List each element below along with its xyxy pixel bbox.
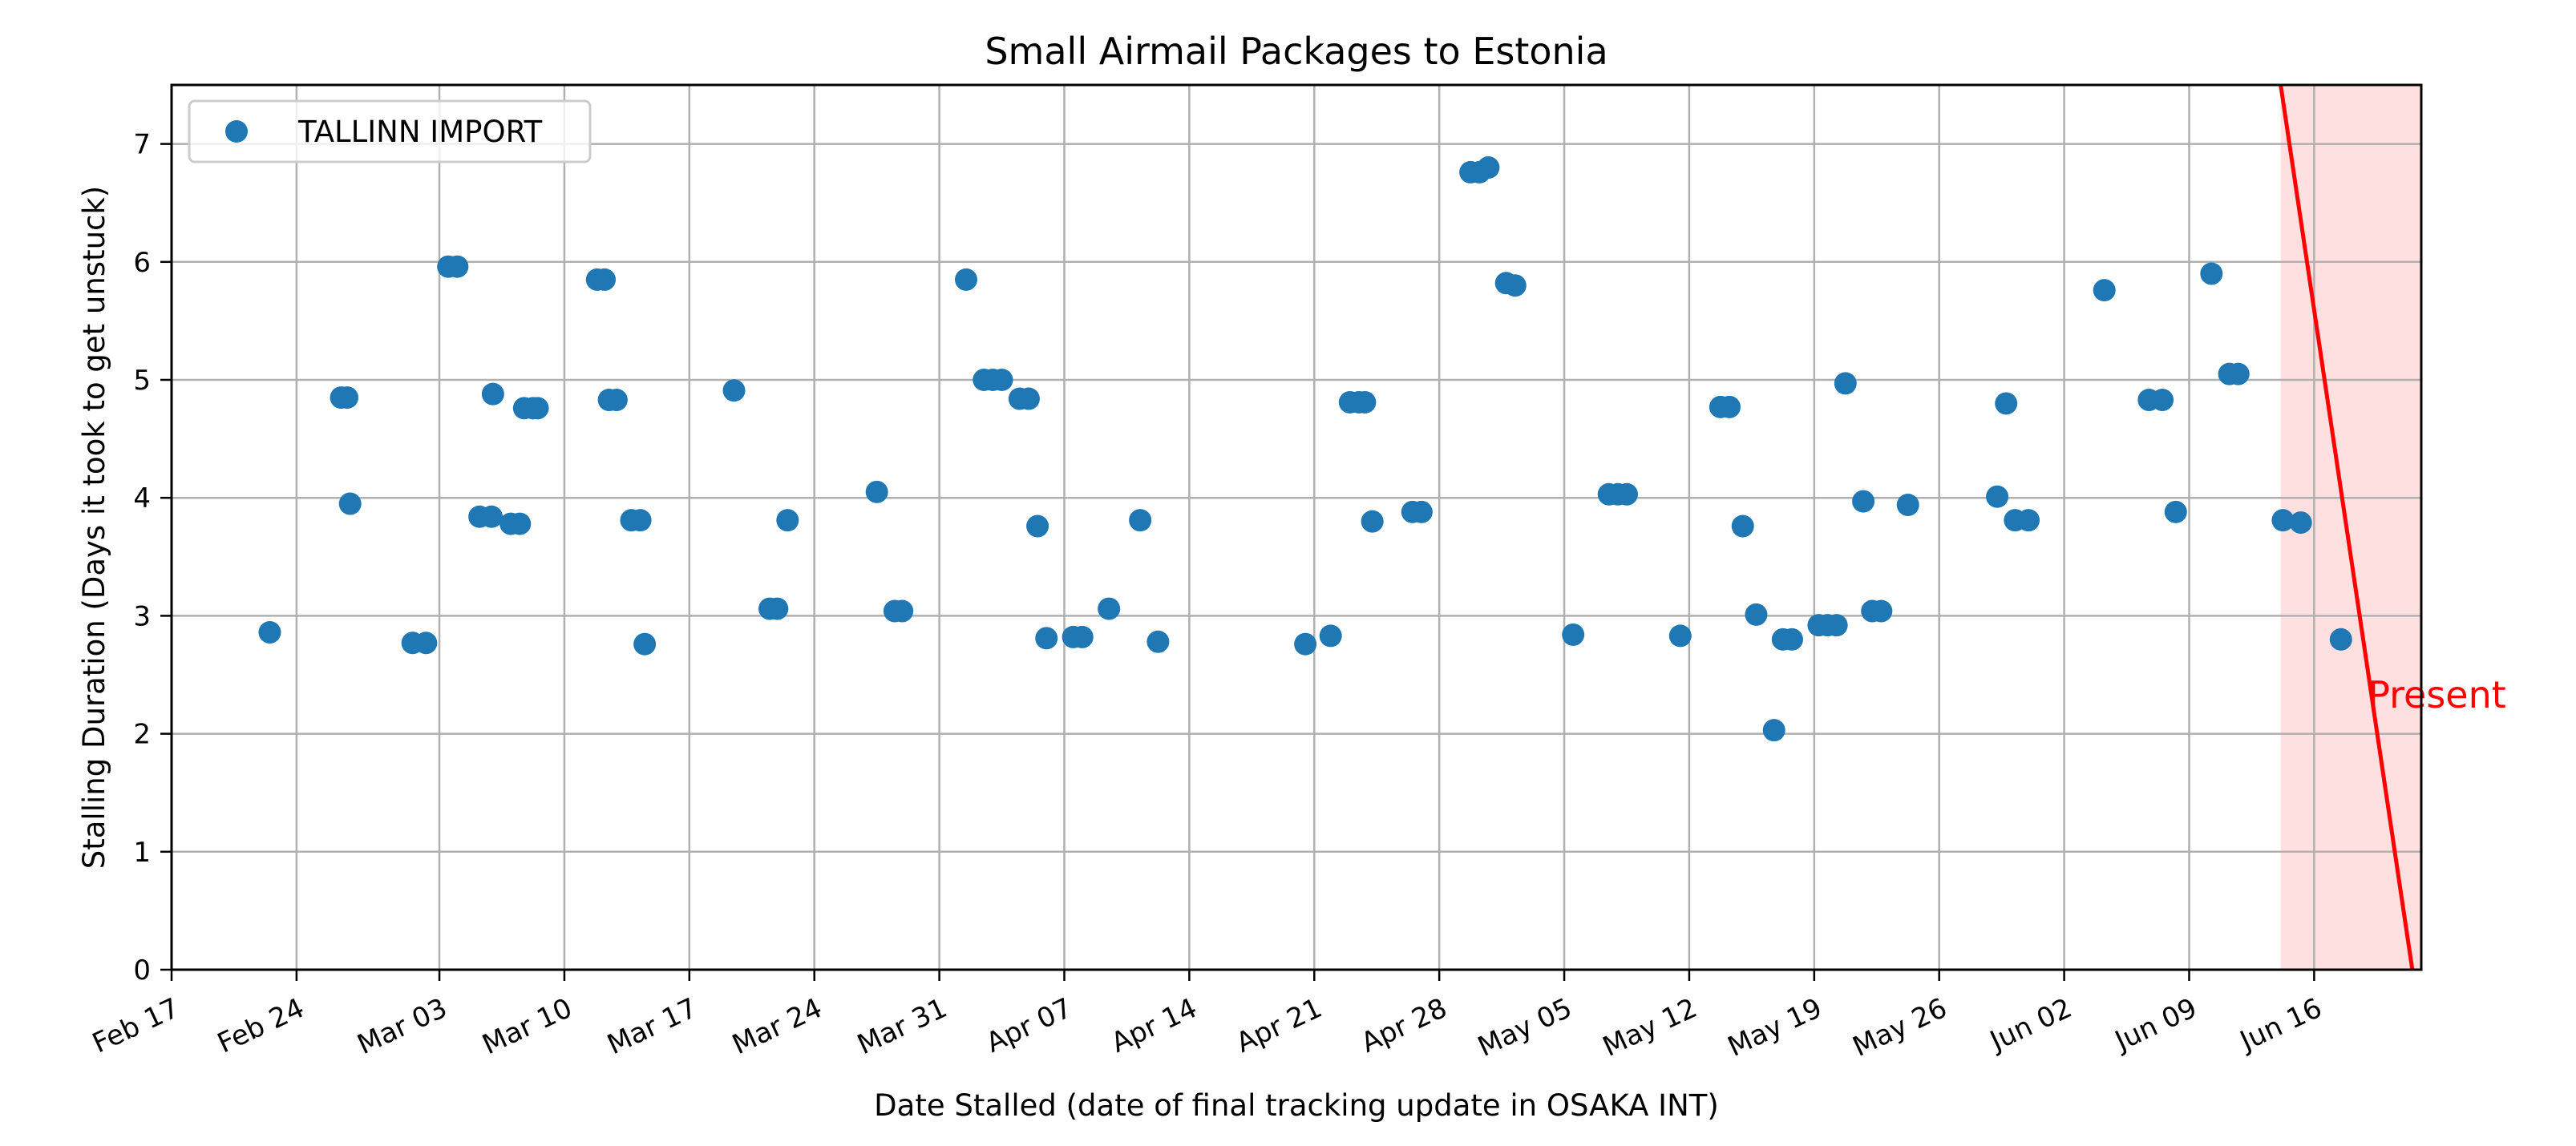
- data-point: [776, 509, 799, 532]
- data-point: [990, 369, 1013, 391]
- data-point: [865, 480, 888, 503]
- y-tick-label: 5: [133, 365, 151, 397]
- y-axis-ticks: 0 1 2 3 4 5 6 7: [133, 129, 172, 987]
- data-point: [2289, 511, 2312, 535]
- data-point: [1070, 625, 1094, 648]
- data-point: [1409, 500, 1433, 523]
- data-point: [766, 597, 789, 620]
- data-point: [2271, 509, 2295, 532]
- data-point: [1146, 630, 1170, 653]
- data-point: [481, 382, 504, 406]
- legend-marker: [225, 120, 248, 143]
- y-tick-label: 1: [133, 837, 151, 869]
- legend: TALLINN IMPORT: [188, 99, 592, 163]
- legend-label: TALLINN IMPORT: [297, 115, 543, 149]
- data-point: [1718, 395, 1741, 418]
- y-tick-label: 2: [133, 719, 151, 751]
- data-point: [1995, 392, 2018, 415]
- y-tick-label: 0: [133, 954, 151, 987]
- legend-frame: [188, 99, 592, 163]
- data-point: [480, 505, 503, 528]
- data-point: [1731, 514, 1754, 538]
- data-point: [593, 268, 617, 291]
- data-point: [605, 389, 628, 412]
- data-point: [2093, 279, 2116, 302]
- data-point: [2226, 362, 2250, 385]
- data-point: [1986, 485, 2009, 508]
- data-point: [2164, 500, 2187, 523]
- data-point: [1562, 623, 1585, 646]
- data-point: [446, 255, 469, 278]
- data-point: [1745, 603, 1768, 626]
- data-point: [2200, 262, 2223, 285]
- data-point: [2329, 627, 2352, 651]
- data-point: [338, 492, 362, 515]
- data-point: [1294, 632, 1317, 656]
- data-point: [1780, 627, 1803, 651]
- data-point: [891, 599, 914, 623]
- plot-frame: [170, 83, 2423, 971]
- data-point: [633, 632, 657, 656]
- present-label: Present: [2368, 673, 2506, 716]
- data-point: [1896, 494, 1919, 517]
- y-tick-label: 4: [133, 482, 151, 514]
- data-point: [335, 386, 358, 410]
- data-point: [1762, 719, 1785, 742]
- data-point: [2017, 509, 2040, 532]
- data-point: [1615, 482, 1638, 506]
- data-points: [258, 156, 2352, 742]
- y-tick-label: 6: [133, 247, 151, 279]
- data-point: [258, 621, 281, 644]
- chart-title: Small Airmail Packages to Estonia: [985, 30, 1607, 73]
- data-point: [1503, 274, 1527, 297]
- y-tick-label: 3: [133, 600, 151, 632]
- data-point: [1668, 624, 1692, 648]
- data-point: [1098, 597, 1121, 620]
- data-point: [1035, 627, 1058, 650]
- data-point: [1361, 510, 1384, 533]
- data-point: [722, 379, 746, 402]
- y-tick-label: 7: [133, 129, 151, 161]
- data-point: [415, 632, 438, 655]
- data-point: [1129, 509, 1152, 532]
- y-axis-label: Stalling Duration (Days it took to get u…: [77, 186, 111, 869]
- x-axis-label: Date Stalled (date of final tracking upd…: [874, 1088, 1719, 1123]
- data-point: [1017, 387, 1040, 410]
- data-point: [1870, 599, 1893, 623]
- data-point: [1319, 624, 1342, 648]
- data-point: [1353, 390, 1377, 414]
- data-point: [2151, 389, 2174, 412]
- data-point: [1834, 372, 1857, 395]
- data-point: [1825, 614, 1848, 637]
- present-line: [2279, 84, 2415, 970]
- data-point: [508, 512, 532, 535]
- data-point: [1026, 514, 1049, 538]
- data-point: [629, 509, 652, 532]
- data-point: [526, 397, 549, 420]
- data-point: [1852, 490, 1875, 513]
- data-point: [955, 268, 978, 291]
- present-annotation-layer: Present: [2279, 84, 2506, 970]
- data-point: [1477, 156, 1500, 180]
